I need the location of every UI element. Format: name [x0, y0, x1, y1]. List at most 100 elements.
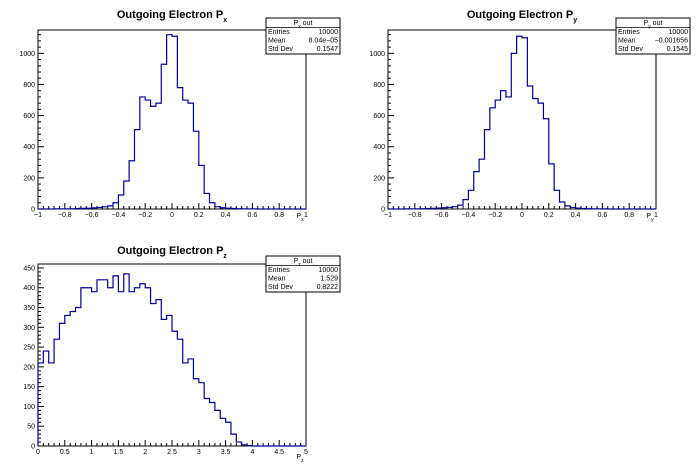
stats-box-frame	[265, 17, 341, 55]
y-tick-label: 100	[23, 404, 35, 411]
y-tick-label: 1000	[19, 51, 35, 58]
chart-title-main: Outgoing Electron P	[117, 9, 223, 21]
x-tick-label: −0.8	[58, 212, 72, 219]
x-tick-label: −0.2	[138, 212, 152, 219]
x-tick-label: −0.6	[85, 212, 99, 219]
plot-frame	[37, 29, 307, 210]
y-tick-label: 0	[31, 444, 35, 451]
stats-box: Px out Entries 10000 Mean 8.04e−05 Std Dev 0.1…	[265, 17, 341, 55]
histogram-series	[38, 34, 306, 210]
chart-title-sub: y	[573, 17, 577, 24]
x-tick-label: 2	[143, 449, 147, 456]
x-tick-label: −0.6	[435, 212, 449, 219]
histogram-panel-2: Outgoing Electron Py−1 −0.8 −0.6 −0.4 −0.2 0 0…	[369, 9, 691, 223]
y-tick-label: 250	[23, 345, 35, 352]
x-tick-label: 0.8	[624, 212, 634, 219]
y-tick-label: 200	[23, 364, 35, 371]
y-tick-label: 150	[23, 384, 35, 391]
stats-row-value: −0.001656	[655, 38, 688, 45]
stats-title-sub: x	[298, 24, 301, 30]
stats-row-label: Mean	[618, 38, 636, 45]
x-axis-label: Pz	[296, 454, 304, 464]
stats-row-value: 0.1545	[667, 46, 689, 53]
y-tick-label: 600	[373, 113, 385, 120]
stats-box-frame	[615, 17, 691, 55]
histogram-series	[388, 35, 656, 210]
stats-row-value: 1.529	[320, 276, 338, 283]
y-tick-label: 200	[23, 175, 35, 182]
stats-row-label: Std Dev	[268, 46, 293, 53]
chart-title: Outgoing Electron Py	[467, 9, 577, 24]
stats-row-value: 0.8222	[317, 284, 339, 291]
x-tick-label: −1	[34, 212, 42, 219]
y-tick-label: 400	[373, 144, 385, 151]
stats-title-suffix: out	[301, 20, 313, 27]
x-tick-label: 5	[304, 449, 308, 456]
stats-title-main: P	[294, 258, 299, 265]
stats-title-main: P	[294, 20, 299, 27]
stats-box: Pz out Entries 10000 Mean 1.529 Std Dev 0.8222	[265, 255, 341, 293]
y-tick-label: 200	[373, 175, 385, 182]
histogram-panel-1: Outgoing Electron Px−1 −0.8 −0.6 −0.4 −0.2 0 0…	[19, 9, 341, 223]
stats-box: Py out Entries 10000 Mean −0.001656 Std Dev 0.…	[615, 17, 691, 55]
y-tick-label: 400	[23, 285, 35, 292]
x-tick-label: −0.4	[111, 212, 125, 219]
x-tick-label: −1	[384, 212, 392, 219]
x-tick-label: 1	[304, 212, 308, 219]
x-tick-label: 0.6	[248, 212, 258, 219]
stats-row-value: 10000	[669, 29, 689, 36]
y-tick-label: 400	[23, 144, 35, 151]
stats-title-main: P	[644, 20, 649, 27]
stats-row-label: Mean	[268, 276, 286, 283]
x-axis-label-sub: z	[301, 458, 304, 464]
chart-title: Outgoing Electron Pz	[117, 245, 227, 260]
x-tick-label: 0.2	[544, 212, 554, 219]
x-tick-label: 4.5	[274, 449, 284, 456]
stats-row-value: 8.04e−05	[309, 38, 338, 45]
stats-row-label: Std Dev	[618, 46, 643, 53]
x-tick-label: 0.4	[571, 212, 581, 219]
x-axis-label-sub: y	[651, 217, 654, 223]
y-tick-label: 1000	[369, 51, 385, 58]
x-tick-label: 0	[170, 212, 174, 219]
x-tick-label: 0.6	[598, 212, 608, 219]
stats-title-suffix: out	[301, 258, 313, 265]
stats-row-label: Mean	[268, 38, 286, 45]
y-tick-label: 350	[23, 305, 35, 312]
x-axis-label-main: P	[296, 213, 301, 220]
stats-row-label: Entries	[268, 267, 290, 274]
chart-title-sub: z	[223, 253, 227, 260]
stats-box-title: Pz out	[294, 258, 313, 268]
histogram-panel-3: Outgoing Electron Pz0 0.5 1 1.5 2 2.5 3 3.5 4 4.5…	[23, 245, 341, 464]
stats-row-value: 0.1547	[317, 46, 339, 53]
stats-row-value: 10000	[319, 29, 339, 36]
x-tick-label: 1.5	[114, 449, 124, 456]
y-tick-label: 450	[23, 265, 35, 272]
x-tick-label: 1	[654, 212, 658, 219]
y-tick-label: 50	[27, 424, 35, 431]
x-tick-label: 0.8	[274, 212, 284, 219]
x-tick-label: 0.5	[60, 449, 70, 456]
y-tick-label: 800	[23, 82, 35, 89]
stats-row-label: Std Dev	[268, 284, 293, 291]
x-axis-label: Px	[296, 213, 304, 223]
x-tick-label: 3	[197, 449, 201, 456]
x-tick-label: 4	[250, 449, 254, 456]
x-tick-label: −0.4	[461, 212, 475, 219]
histogram-series	[37, 273, 306, 447]
x-tick-label: 0.4	[221, 212, 231, 219]
chart-title-main: Outgoing Electron P	[117, 245, 223, 257]
stats-row-value: 10000	[319, 267, 339, 274]
stats-title-sub: y	[648, 24, 651, 30]
chart-title: Outgoing Electron Px	[117, 9, 227, 24]
stats-row-label: Entries	[618, 29, 640, 36]
x-tick-label: 0.2	[194, 212, 204, 219]
x-axis-label-main: P	[646, 213, 651, 220]
x-tick-label: −0.8	[408, 212, 422, 219]
x-tick-label: 0	[520, 212, 524, 219]
x-tick-label: 1	[90, 449, 94, 456]
y-tick-label: 0	[381, 207, 385, 214]
stats-box-frame	[265, 255, 341, 293]
stats-box-title: Px out	[294, 20, 313, 30]
